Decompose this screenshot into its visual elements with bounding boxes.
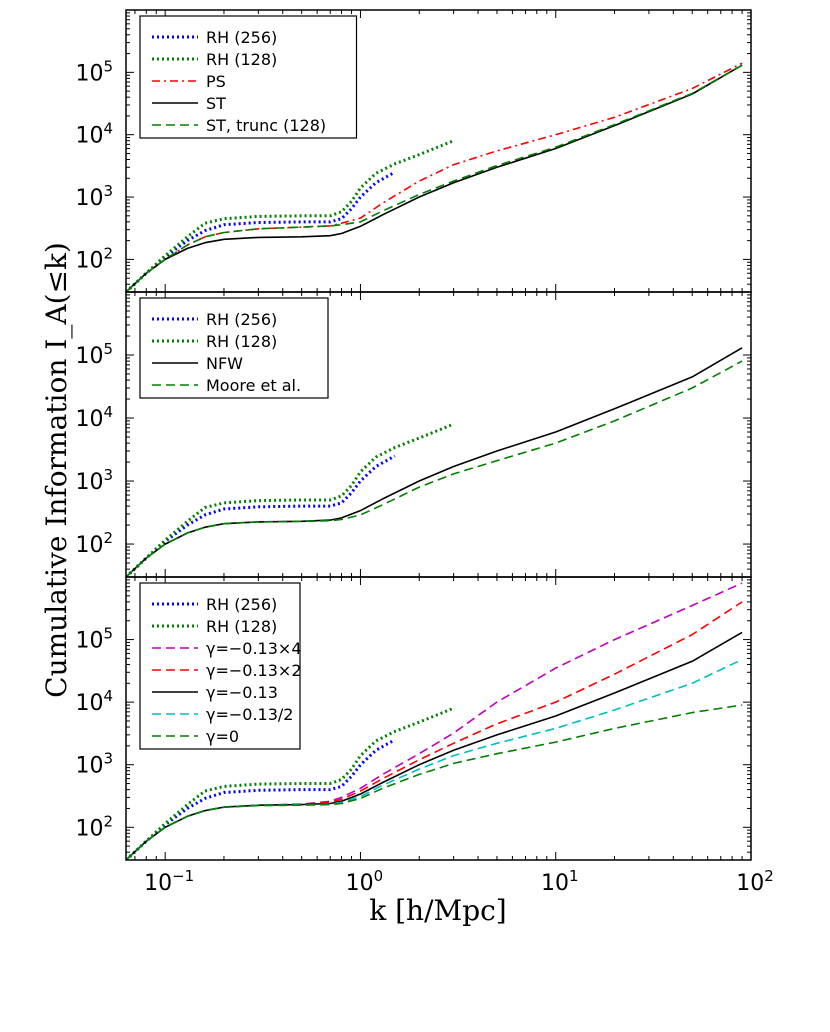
x-tick-label: 102 — [736, 867, 774, 896]
legend-label: RH (256) — [206, 595, 277, 614]
series-line-4 — [126, 360, 743, 577]
legend-label: γ=0 — [206, 727, 239, 746]
legend-label: ST, trunc (128) — [206, 116, 326, 135]
legend-label: γ=−0.13 — [206, 683, 278, 702]
x-tick-label: 101 — [541, 867, 579, 896]
panel-top: 102 103 104 105 RH (256) RH (128) PS ST ST, trun… — [75, 9, 752, 293]
legend-label: RH (128) — [206, 617, 277, 636]
legend-label: RH (128) — [206, 332, 277, 351]
legend-middle: RH (256) RH (128) NFW Moore et al. — [139, 297, 329, 399]
legend-box — [139, 297, 329, 399]
panel-bottom: 102 103 104 105 RH (256) RH (128) γ=−0.13×4 γ=−… — [75, 576, 774, 896]
y-tick-label: 103 — [75, 750, 113, 779]
legend-label: γ=−0.13/2 — [206, 705, 293, 724]
series-group-middle — [126, 347, 743, 577]
legend-box — [139, 582, 301, 750]
series-line-2 — [126, 706, 455, 860]
legend-bottom: RH (256) RH (128) γ=−0.13×4 γ=−0.13×2 γ=−0.1… — [139, 582, 302, 750]
plot-frame-bottom — [125, 576, 752, 861]
y-tick-label: 104 — [75, 687, 113, 716]
y-tick-label: 102 — [75, 812, 113, 841]
y-tick-label: 105 — [75, 625, 113, 654]
series-line-1 — [126, 454, 396, 577]
series-group-top — [126, 62, 743, 292]
legend-label: PS — [206, 72, 226, 91]
y-tick-label: 105 — [75, 340, 113, 369]
panel-middle: 102 103 104 105 RH (256) RH (128) NFW Moore et … — [75, 291, 752, 578]
series-line-7 — [126, 704, 743, 860]
legend-label: RH (256) — [206, 28, 277, 47]
series-line-2 — [126, 139, 455, 292]
series-line-4 — [126, 64, 743, 292]
y-axis-title: Cumulative Information I_A(≤k) — [40, 242, 73, 698]
legend-label: RH (128) — [206, 50, 277, 69]
y-axis-title-text: Cumulative Information I_A(≤k) — [40, 242, 73, 698]
series-line-5 — [126, 64, 743, 292]
legend-label: γ=−0.13×2 — [206, 661, 302, 680]
series-line-1 — [126, 170, 396, 292]
legend-label: NFW — [206, 354, 243, 373]
series-group-bottom — [126, 582, 743, 860]
legend-label: ST — [206, 94, 226, 113]
legend-label: Moore et al. — [206, 376, 301, 395]
y-tick-label: 105 — [75, 57, 113, 86]
y-tick-label: 102 — [75, 529, 113, 558]
y-tick-label: 103 — [75, 466, 113, 495]
y-tick-label: 103 — [75, 182, 113, 211]
x-tick-label: 10−1 — [144, 867, 194, 896]
legend-label: γ=−0.13×4 — [206, 639, 302, 658]
y-tick-label: 104 — [75, 120, 113, 149]
y-tick-label: 102 — [75, 244, 113, 273]
legend-box — [139, 15, 358, 139]
y-tick-label: 104 — [75, 403, 113, 432]
legend-label: RH (256) — [206, 310, 277, 329]
x-axis-title: k [h/Mpc] — [369, 894, 506, 927]
series-line-2 — [126, 422, 455, 577]
legend-top: RH (256) RH (128) PS ST ST, trunc (128) — [139, 15, 358, 139]
series-line-1 — [126, 738, 396, 860]
x-tick-label: 100 — [346, 867, 384, 896]
